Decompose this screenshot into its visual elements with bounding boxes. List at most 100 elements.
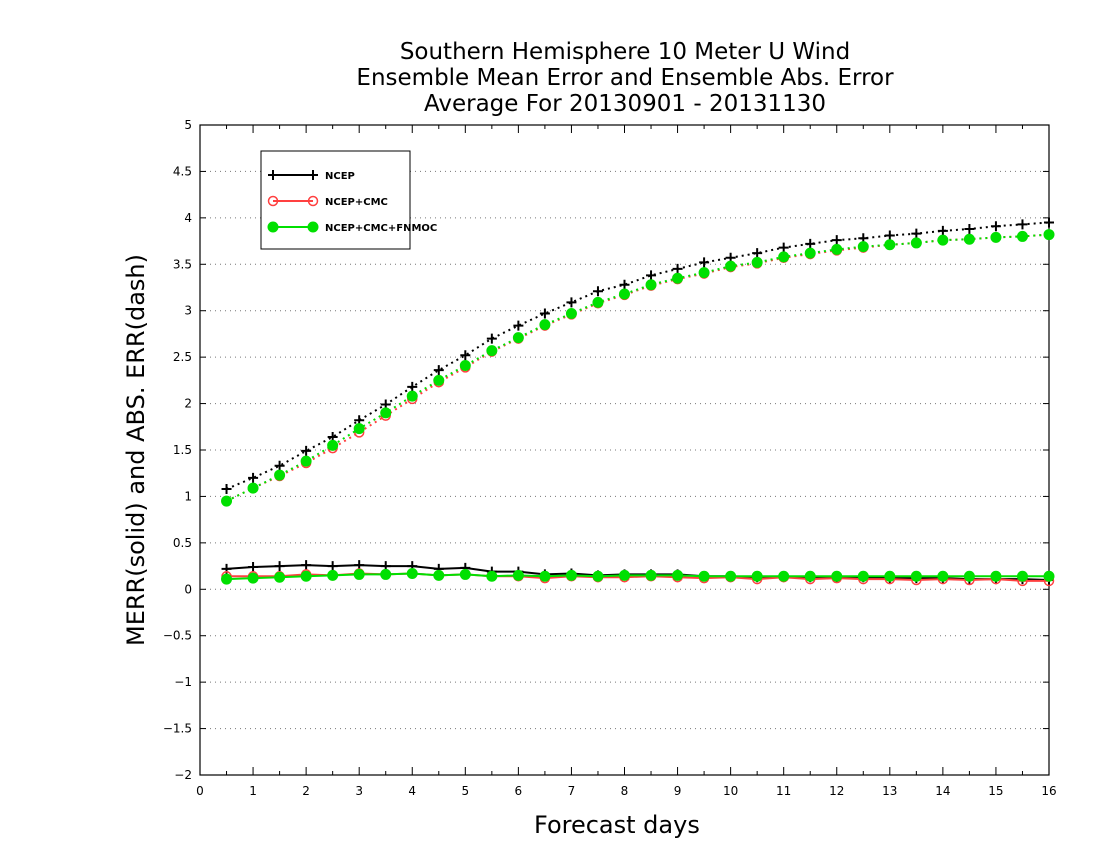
abs-err-point — [1017, 219, 1028, 230]
mean-err-point — [301, 560, 312, 571]
y-tick-label: 4.5 — [173, 164, 192, 178]
abs-err-point — [512, 332, 524, 344]
y-axis-label: MERR(solid) and ABS. ERR(dash) — [122, 254, 150, 646]
abs-err-point — [884, 239, 896, 251]
mean-err-point — [698, 570, 710, 582]
x-axis-label: Forecast days — [534, 811, 700, 839]
mean-err-point — [857, 570, 869, 582]
chart-title-line-1: Southern Hemisphere 10 Meter U Wind — [399, 39, 851, 65]
abs-err-point — [592, 286, 603, 297]
abs-err-point — [1044, 217, 1054, 228]
mean-err-point — [274, 561, 285, 572]
y-tick-label: 4 — [184, 211, 192, 225]
legend-item-ncep-cmc-fnmoc: NCEP+CMC+FNMOC — [267, 221, 437, 234]
abs-err-point — [592, 296, 604, 308]
abs-err-point — [698, 267, 710, 279]
abs-err-point — [221, 484, 232, 494]
legend-item-ncep-cmc: NCEP+CMC — [267, 195, 388, 208]
mean-err-point — [486, 570, 498, 582]
abs-err-point — [937, 234, 949, 246]
mean-err-point — [619, 569, 630, 581]
mean-err-point — [327, 561, 338, 572]
x-tick-label: 2 — [302, 784, 310, 798]
abs-err-point — [407, 381, 418, 392]
abs-err-point — [990, 231, 1002, 243]
y-tick-label: −1 — [174, 675, 192, 689]
mean-err-point — [459, 568, 471, 580]
x-tick-label: 12 — [829, 784, 844, 798]
abs-err-point — [513, 320, 524, 331]
abs-err-point — [805, 238, 816, 249]
mean-err-point — [353, 568, 365, 580]
abs-err-point — [963, 233, 975, 245]
abs-err-point — [699, 257, 710, 268]
abs-err-point — [274, 460, 285, 471]
abs-err-point — [964, 224, 975, 234]
abs-err-point — [380, 407, 392, 419]
abs-err-point — [406, 390, 418, 402]
mean-err-point — [380, 568, 392, 580]
x-tick-label: 13 — [882, 784, 897, 798]
abs-err-point — [619, 279, 630, 290]
mean-err-point — [963, 570, 975, 582]
legend-marker — [267, 221, 279, 233]
abs-err-point — [910, 237, 922, 249]
abs-err-point — [752, 248, 763, 259]
mean-err-point — [937, 570, 949, 582]
mean-err-point — [433, 569, 445, 581]
legend-item-ncep: NCEP — [268, 170, 355, 182]
abs-err-point — [1016, 230, 1028, 242]
series-ncep-cmc — [221, 229, 1055, 587]
abs-err-line-ncep — [226, 221, 1050, 490]
mean-err-point — [778, 570, 790, 582]
mean-err-point — [592, 570, 604, 582]
abs-err-point — [327, 439, 339, 451]
mean-err-point — [884, 570, 896, 582]
abs-err-point — [778, 251, 790, 263]
abs-err-point — [486, 345, 498, 357]
mean-err-point — [300, 570, 312, 582]
abs-err-point — [433, 374, 445, 386]
mean-err-point — [831, 570, 843, 582]
abs-err-point — [911, 228, 922, 239]
abs-err-point — [274, 469, 286, 481]
abs-err-line-ncep-cmc — [226, 233, 1050, 502]
y-tick-label: −2 — [174, 768, 192, 782]
series-ncep-cmc-fnmoc — [221, 229, 1055, 585]
y-tick-label: 3.5 — [173, 257, 192, 271]
abs-err-point — [248, 472, 259, 483]
legend-marker — [308, 170, 318, 180]
x-tick-label: 10 — [723, 784, 738, 798]
mean-err-point — [1016, 570, 1028, 582]
abs-err-point — [486, 333, 497, 344]
abs-err-line-ncep-cmc-fnmoc — [226, 233, 1050, 502]
legend-label: NCEP+CMC+FNMOC — [325, 223, 437, 234]
x-tick-label: 3 — [355, 784, 363, 798]
abs-err-point — [565, 308, 577, 319]
abs-err-point — [857, 241, 869, 253]
mean-err-point — [248, 562, 259, 572]
abs-err-point — [539, 319, 551, 331]
abs-err-point — [247, 482, 259, 494]
grid-lines — [200, 170, 1049, 730]
mean-err-point — [910, 570, 922, 582]
mean-err-point — [804, 570, 816, 582]
x-tick-label: 9 — [674, 784, 682, 798]
abs-err-point — [672, 263, 683, 274]
abs-err-point — [751, 256, 763, 268]
y-tick-label: 0.5 — [173, 536, 192, 550]
y-tick-label: −0.5 — [163, 629, 192, 643]
abs-err-point — [778, 242, 789, 253]
y-tick-label: 2.5 — [173, 350, 192, 364]
mean-err-point — [751, 570, 763, 582]
mean-err-point — [274, 571, 286, 583]
mean-err-line-ncep — [226, 564, 1050, 581]
legend-label: NCEP+CMC — [325, 197, 388, 208]
abs-err-point — [301, 445, 312, 456]
legend-marker — [267, 195, 279, 207]
legend-marker — [307, 221, 319, 233]
legend-label: NCEP — [325, 171, 355, 182]
abs-err-point — [459, 360, 471, 371]
x-tick-label: 14 — [935, 784, 950, 798]
